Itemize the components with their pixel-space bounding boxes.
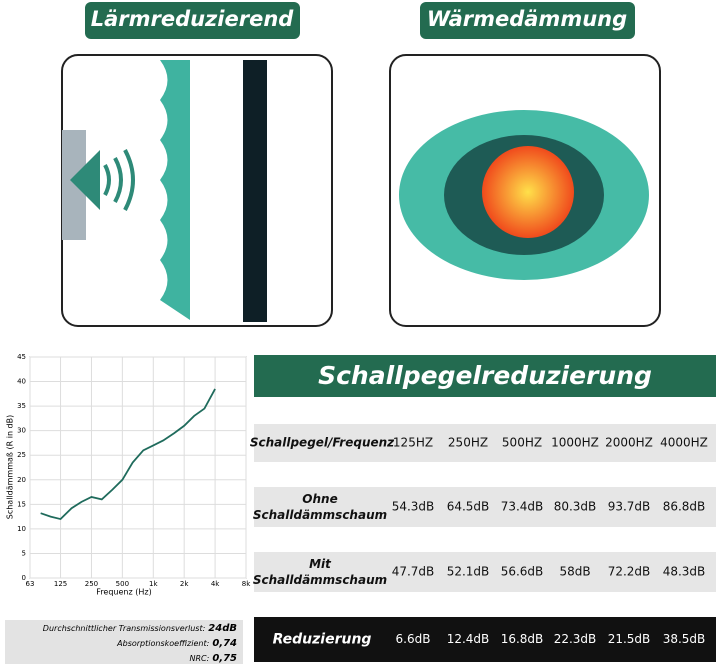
x-tick-label: 4k: [211, 580, 220, 588]
y-tick-label: 10: [17, 525, 26, 533]
badge-text: Lärmreduzierend: [91, 7, 295, 31]
speaker-cone: [70, 150, 100, 210]
cell: 48.3dB: [663, 565, 706, 579]
cell: 47.7dB: [392, 565, 435, 579]
cell: 4000HZ: [660, 436, 708, 450]
cell: 12.4dB: [447, 632, 490, 646]
cell: 86.8dB: [663, 500, 706, 514]
cell: 58dB: [559, 565, 590, 579]
cell: 250HZ: [448, 436, 488, 450]
note-value: 0,74: [212, 638, 237, 649]
cell: 6.6dB: [396, 632, 431, 646]
y-tick-label: 20: [17, 476, 26, 484]
table-row: [254, 552, 716, 592]
x-tick-label: 2k: [180, 580, 189, 588]
cell: 22.3dB: [554, 632, 597, 646]
cell: 21.5dB: [608, 632, 651, 646]
x-tick-label: 250: [85, 580, 98, 588]
cell: 93.7dB: [608, 500, 651, 514]
note-label: Absorptionskoeffizient:: [116, 639, 209, 648]
note: NRC: 0,75: [189, 653, 237, 664]
x-tick-label: 63: [26, 580, 35, 588]
wall: [243, 60, 267, 322]
badge: [420, 2, 635, 39]
x-tick-label: 8k: [242, 580, 251, 588]
illustration-frame: [61, 54, 333, 327]
cell: 125HZ: [393, 436, 433, 450]
row-header: Ohne Schalldämmschaum: [253, 492, 387, 522]
y-tick-label: 30: [17, 427, 26, 435]
table-title: Schallpegelreduzierung: [318, 361, 652, 390]
y-tick-label: 25: [17, 451, 26, 459]
cell: 54.3dB: [392, 500, 435, 514]
badge: [85, 2, 300, 39]
table-row: [254, 424, 716, 462]
badge-text: Wärmedämmung: [427, 7, 627, 31]
note: Absorptionskoeffizient: 0,74: [116, 638, 237, 649]
row-header: Mit Schalldämmschaum: [253, 557, 387, 587]
table-row: [254, 617, 716, 662]
cell: 38.5dB: [663, 632, 706, 646]
y-tick-label: 15: [17, 500, 26, 508]
y-tick-label: 45: [17, 353, 26, 361]
note-label: NRC:: [189, 654, 209, 663]
note-label: Durchschnittlicher Transmissionsverlust:: [43, 624, 206, 633]
note-value: 24dB: [208, 623, 237, 634]
cell: 16.8dB: [501, 632, 544, 646]
x-tick-label: 1k: [149, 580, 158, 588]
note-value: 0,75: [212, 653, 237, 664]
x-tick-label: 125: [54, 580, 67, 588]
y-tick-label: 5: [22, 549, 26, 557]
table-title-bar: [254, 355, 716, 397]
cell: 500HZ: [502, 436, 542, 450]
row-header: Schallpegel/Frequenz: [250, 436, 395, 450]
cell: 1000HZ: [551, 436, 599, 450]
row-header: Reduzierung: [273, 632, 372, 648]
y-tick-label: 35: [17, 402, 26, 410]
data-line: [40, 388, 216, 521]
y-tick-label: 40: [17, 378, 26, 386]
cell: 52.1dB: [447, 565, 490, 579]
heat-source: [482, 146, 574, 238]
foam: [160, 60, 190, 320]
sound-waves: [103, 149, 135, 211]
x-axis-title: Frequenz (Hz): [96, 588, 151, 597]
note: Durchschnittlicher Transmissionsverlust:…: [43, 623, 237, 634]
table-row: [254, 487, 716, 527]
notes-box: [5, 620, 243, 664]
y-tick-label: 0: [22, 574, 26, 582]
cell: 64.5dB: [447, 500, 490, 514]
cell: 56.6dB: [501, 565, 544, 579]
cell: 80.3dB: [554, 500, 597, 514]
cell: 72.2dB: [608, 565, 651, 579]
cell: 2000HZ: [605, 436, 653, 450]
cell: 73.4dB: [501, 500, 544, 514]
y-axis-title: Schalldämmmaß (R in dB): [6, 415, 15, 519]
x-tick-label: 500: [116, 580, 129, 588]
